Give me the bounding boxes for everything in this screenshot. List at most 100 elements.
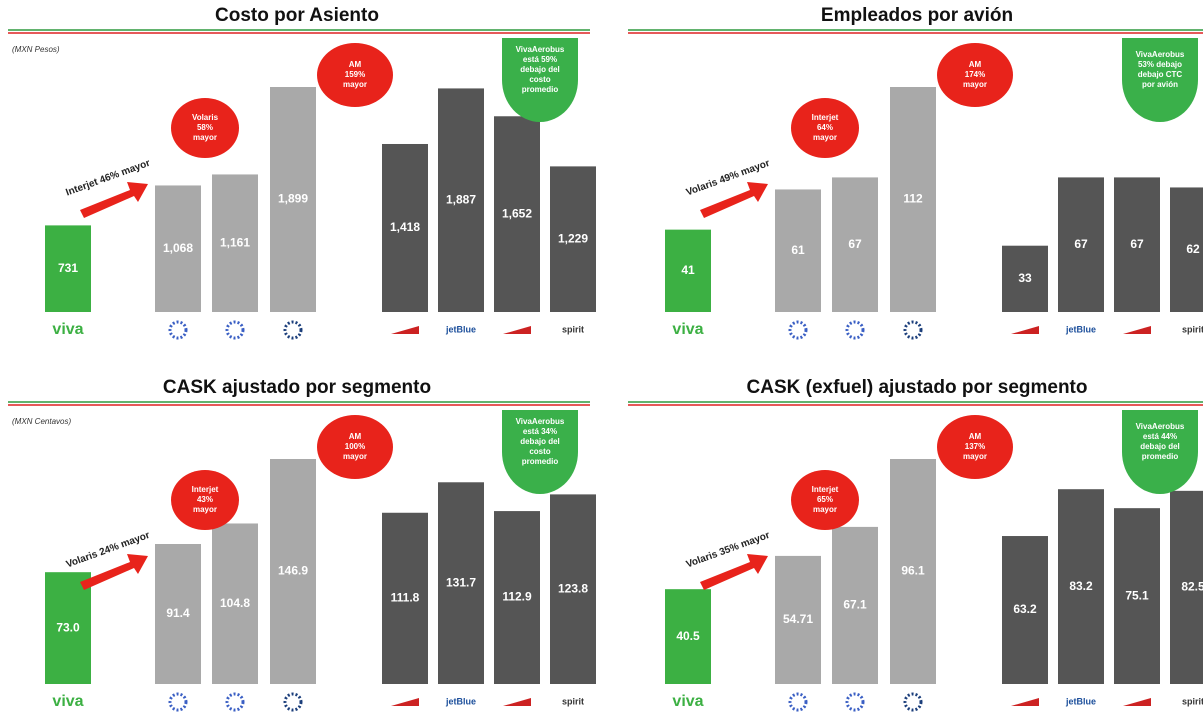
chart-panel: CASK (exfuel) ajustado por segmento 40.5 v…	[628, 377, 1203, 712]
bubble-text: 65%	[817, 495, 833, 504]
bar	[155, 544, 201, 684]
airline-logo	[168, 692, 188, 712]
bar	[832, 526, 878, 684]
bubble-text: mayor	[813, 505, 837, 514]
value-label: 54.71	[783, 612, 813, 626]
bubble-text: por avión	[1142, 80, 1178, 89]
bubble-text: promedio	[522, 85, 559, 94]
airline-logo	[903, 320, 923, 340]
chart-title: CASK (exfuel) ajustado por segmento	[747, 377, 1088, 398]
note-bubble	[937, 43, 1013, 107]
category-label: spirit	[562, 324, 584, 334]
bubble-text: mayor	[813, 133, 837, 142]
bubble-text: está 59%	[523, 55, 557, 64]
category-label: jetBlue	[1065, 324, 1096, 334]
bar	[270, 87, 316, 312]
category-label: jetBlue	[445, 696, 476, 706]
arrow	[80, 554, 148, 590]
value-label: 1,161	[220, 235, 250, 249]
bubble-text: debajo del	[1140, 442, 1180, 451]
value-label: 1,229	[558, 231, 588, 245]
bar	[438, 88, 484, 312]
airline-logo	[845, 320, 865, 340]
value-label: 123.8	[558, 581, 588, 595]
bubble-text: mayor	[343, 80, 367, 89]
bar	[45, 572, 91, 684]
category-label: viva	[672, 321, 703, 338]
value-label: 67	[1130, 237, 1144, 251]
category-label: viva	[52, 693, 83, 710]
bubble-text: Interjet	[812, 485, 839, 494]
bar	[494, 116, 540, 312]
airline-logo	[845, 692, 865, 712]
bubble-text: AM	[349, 60, 362, 69]
arrow	[80, 182, 148, 218]
value-label: 82.5	[1181, 580, 1203, 594]
note-bubble	[937, 415, 1013, 479]
bubble-text: VivaAerobus	[1136, 50, 1185, 59]
bubble-text: Interjet	[812, 113, 839, 122]
value-label: 62	[1186, 242, 1200, 256]
bubble-text: VivaAerobus	[1136, 422, 1185, 431]
airline-logo	[391, 326, 419, 334]
category-label: spirit	[1182, 324, 1203, 334]
bubble-text: 159%	[345, 70, 365, 79]
bar	[382, 143, 428, 312]
value-label: 33	[1018, 271, 1032, 285]
bubble-text: mayor	[343, 452, 367, 461]
value-label: 91.4	[166, 606, 190, 620]
bubble-text: está 44%	[1143, 432, 1177, 441]
bar	[1058, 177, 1104, 312]
bar	[1114, 508, 1160, 684]
bubble-text: mayor	[193, 133, 217, 142]
bar	[382, 512, 428, 684]
bubble-text: 64%	[817, 123, 833, 132]
airline-logo	[283, 320, 303, 340]
bubble-text: está 34%	[523, 427, 557, 436]
chart-panel: Empleados por avión 41 viva 61 67 112 33 67 jetB…	[628, 5, 1203, 340]
value-label: 61	[791, 243, 805, 257]
value-label: 96.1	[901, 564, 925, 578]
note-bubble	[317, 415, 393, 479]
value-label: 41	[681, 263, 695, 277]
bar	[494, 511, 540, 684]
note-bubble	[171, 470, 239, 530]
bar	[1114, 177, 1160, 312]
bar	[270, 459, 316, 684]
arrow	[700, 554, 768, 590]
bar	[665, 229, 711, 312]
bubble-text: mayor	[963, 80, 987, 89]
subtitle: (MXN Centavos)	[12, 417, 71, 426]
bubble-text: mayor	[963, 452, 987, 461]
note-bubble	[1122, 410, 1198, 494]
value-label: 104.8	[220, 596, 250, 610]
subtitle: (MXN Pesos)	[12, 45, 60, 54]
category-label: spirit	[1182, 696, 1203, 706]
bubble-text: 53% debajo	[1138, 60, 1182, 69]
bar	[1002, 245, 1048, 312]
airline-logo	[788, 320, 808, 340]
bar	[212, 174, 258, 312]
airline-logo	[903, 692, 923, 712]
value-label: 1,652	[502, 206, 532, 220]
bar	[1170, 490, 1203, 684]
bar	[890, 87, 936, 312]
airline-logo	[1123, 326, 1151, 334]
bubble-text: debajo del	[520, 437, 560, 446]
bubble-text: 174%	[965, 70, 985, 79]
bar	[438, 482, 484, 684]
bubble-text: AM	[349, 432, 362, 441]
chart-panel: Costo por Asiento (MXN Pesos) 731 viva 1,068…	[8, 5, 596, 340]
airline-logo	[503, 326, 531, 334]
bar	[832, 177, 878, 312]
airline-logo	[225, 320, 245, 340]
category-label: viva	[52, 321, 83, 338]
value-label: 112	[903, 192, 923, 206]
category-label: jetBlue	[1065, 696, 1096, 706]
chart-title: Empleados por avión	[821, 5, 1013, 26]
value-label: 112.9	[502, 590, 532, 604]
bar	[1058, 489, 1104, 684]
note-bubble	[1122, 38, 1198, 122]
chart-title: CASK ajustado por segmento	[163, 377, 431, 398]
